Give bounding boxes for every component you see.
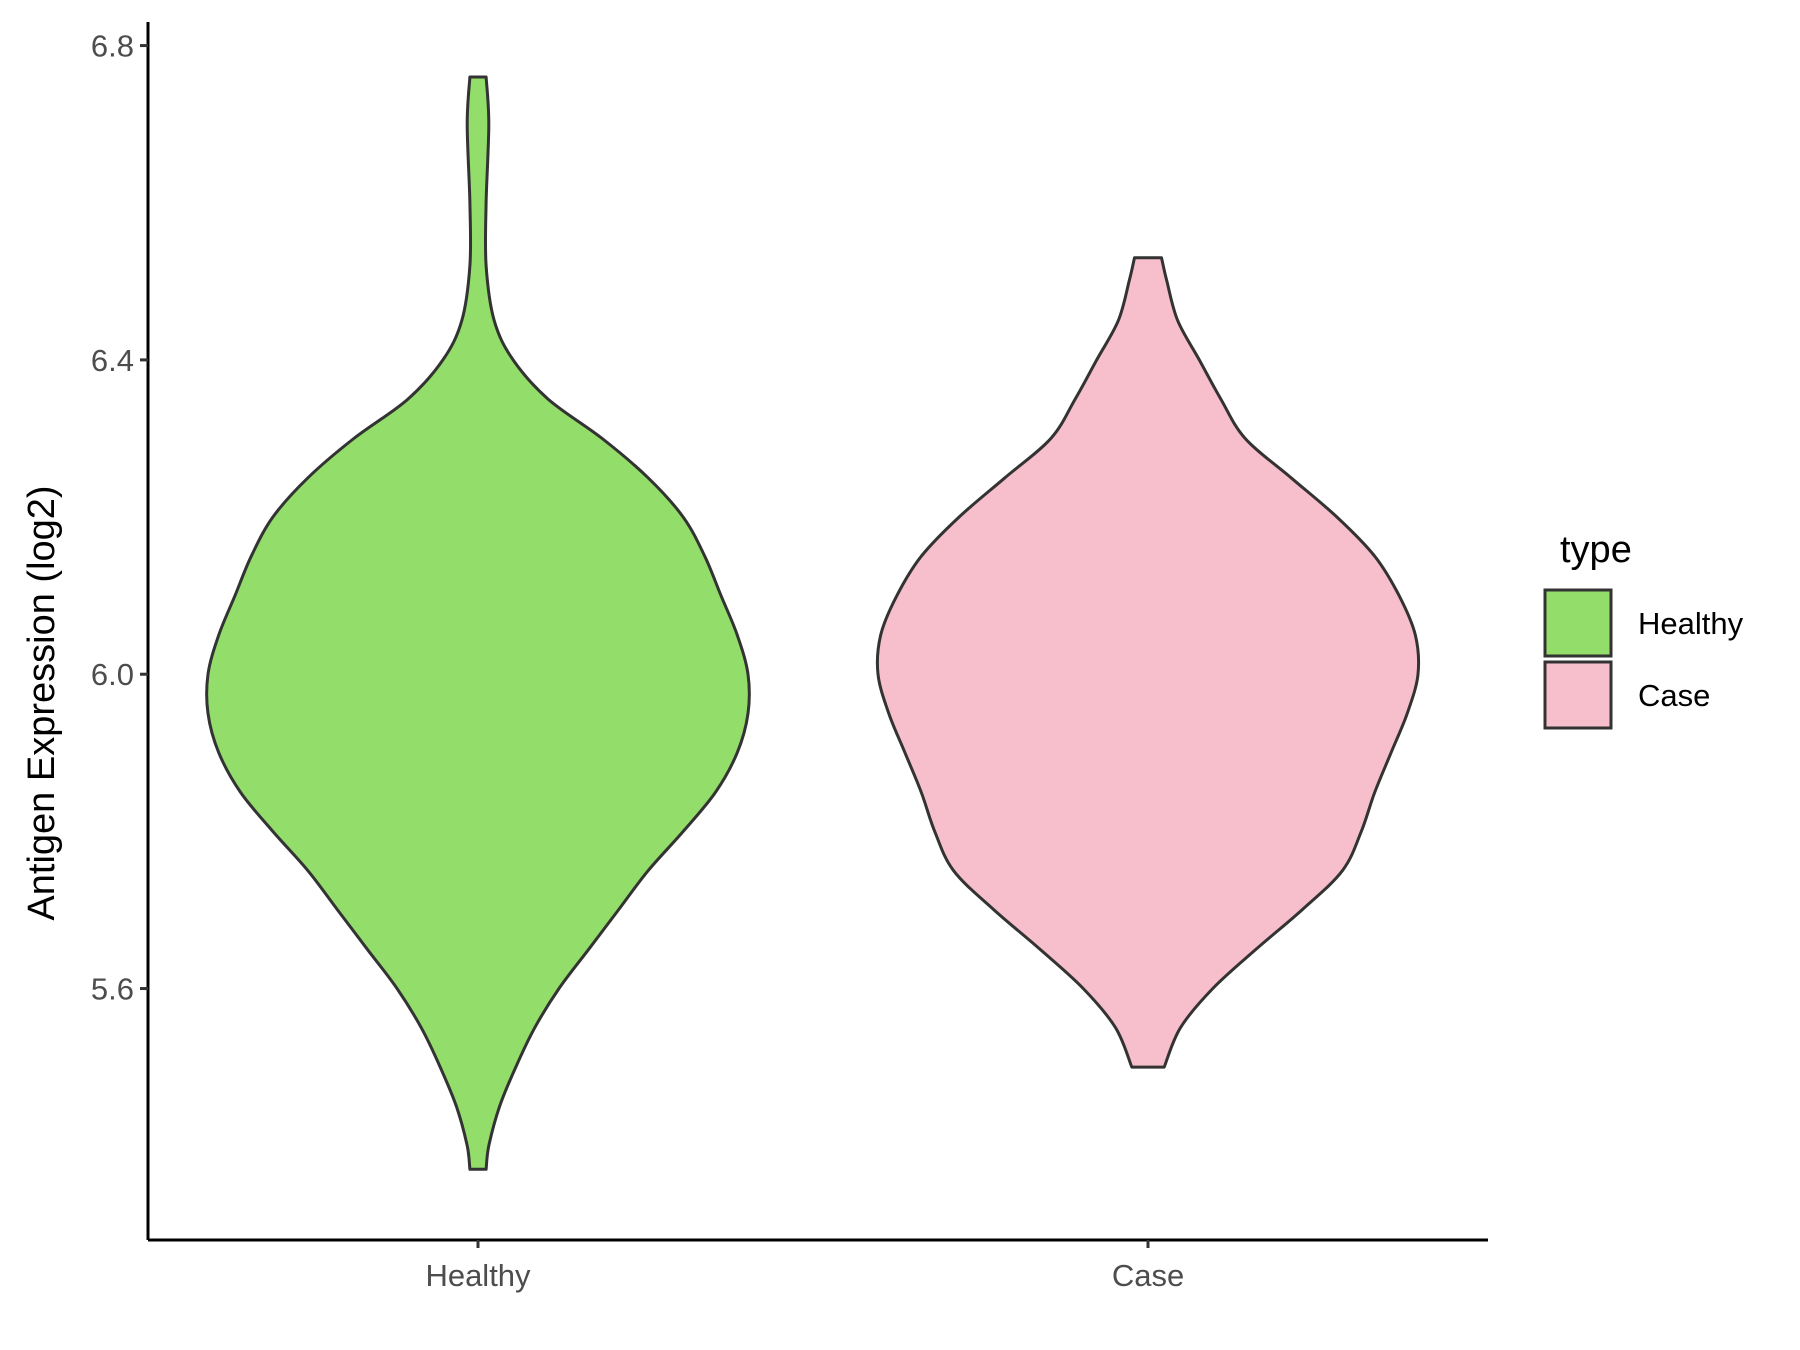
legend-label: Healthy xyxy=(1638,606,1744,641)
y-tick-label: 6.4 xyxy=(91,343,134,378)
legend-title: type xyxy=(1560,529,1632,571)
legend-items: Healthy Case xyxy=(1545,590,1744,728)
y-tick-label: 5.6 xyxy=(91,972,134,1007)
violin-healthy xyxy=(207,77,750,1169)
x-ticks: Healthy Case xyxy=(425,1240,1184,1293)
y-tick-label: 6.0 xyxy=(91,657,134,692)
legend: type Healthy Case xyxy=(1545,529,1744,728)
legend-label: Case xyxy=(1638,678,1710,713)
x-tick-label: Case xyxy=(1112,1258,1184,1293)
y-ticks: 5.6 6.0 6.4 6.8 xyxy=(91,29,148,1007)
x-tick-label: Healthy xyxy=(425,1258,531,1293)
violin-case xyxy=(877,258,1418,1067)
legend-swatch xyxy=(1545,662,1611,728)
legend-swatch xyxy=(1545,590,1611,656)
y-axis-title: Antigen Expression (log2) xyxy=(21,485,63,920)
y-tick-label: 6.8 xyxy=(91,29,134,64)
violin-layer xyxy=(207,77,1419,1169)
